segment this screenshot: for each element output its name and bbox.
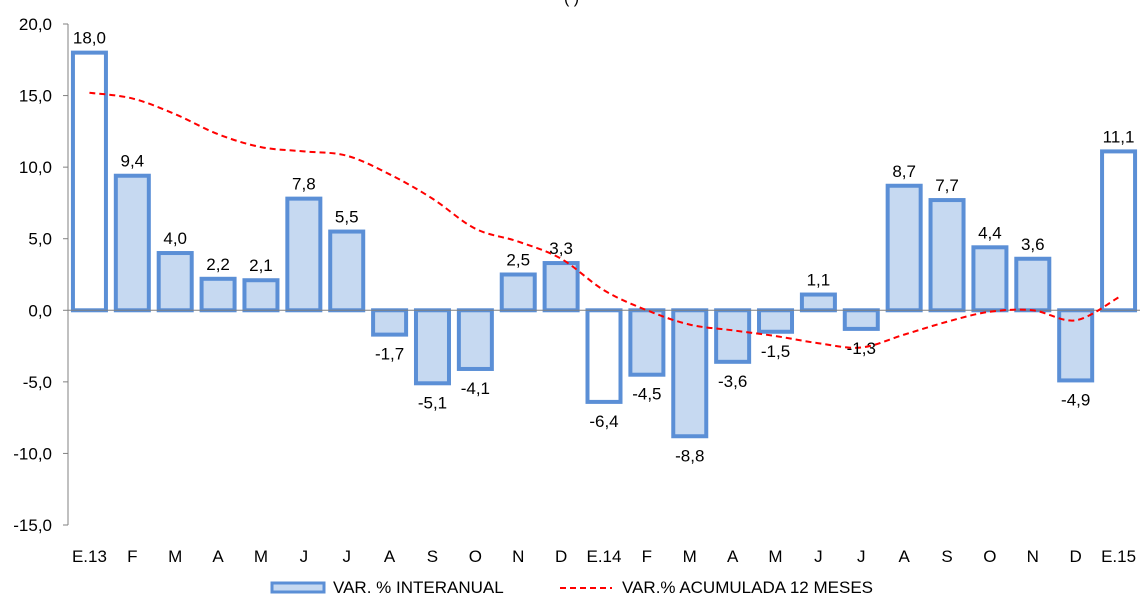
- x-tick-label: O: [469, 547, 482, 566]
- data-label-13: -4,5: [632, 385, 661, 404]
- bar-5: [287, 199, 320, 311]
- data-label-16: -1,5: [761, 342, 790, 361]
- bar-1: [116, 176, 149, 311]
- data-label-19: 8,7: [892, 162, 916, 181]
- x-tick-label: S: [941, 547, 952, 566]
- x-tick-label: S: [427, 547, 438, 566]
- data-label-23: -4,9: [1061, 390, 1090, 409]
- bar-0: [73, 53, 106, 311]
- x-tick-label: E.14: [587, 547, 622, 566]
- data-label-14: -8,8: [675, 446, 704, 465]
- bar-23: [1059, 310, 1092, 380]
- x-tick-label: E.15: [1101, 547, 1136, 566]
- bar-2: [159, 253, 192, 310]
- y-tick-label: 10,0: [19, 158, 52, 177]
- x-tick-label: A: [212, 547, 224, 566]
- y-tick-label: -15,0: [13, 516, 52, 535]
- data-label-8: -5,1: [418, 393, 447, 412]
- data-label-12: -6,4: [589, 412, 618, 431]
- data-label-3: 2,2: [206, 255, 230, 274]
- x-tick-label: F: [127, 547, 137, 566]
- x-tick-label: D: [1070, 547, 1082, 566]
- bar-11: [545, 263, 578, 310]
- bar-7: [373, 310, 406, 334]
- bar-series: [73, 53, 1135, 437]
- data-label-20: 7,7: [935, 176, 959, 195]
- bar-24: [1102, 151, 1135, 310]
- data-label-15: -3,6: [718, 372, 747, 391]
- bar-22: [1016, 259, 1049, 311]
- legend: VAR. % INTERANUAL VAR.% ACUMULADA 12 MESE…: [272, 578, 873, 597]
- data-label-10: 2,5: [506, 251, 530, 270]
- bar-12: [588, 310, 621, 402]
- y-tick-label: -5,0: [23, 373, 52, 392]
- x-tick-label: E.13: [72, 547, 107, 566]
- y-tick-label: 20,0: [19, 15, 52, 34]
- data-label-18: -1,3: [847, 339, 876, 358]
- data-label-21: 4,4: [978, 223, 1002, 242]
- x-tick-label: M: [254, 547, 268, 566]
- data-label-22: 3,6: [1021, 235, 1045, 254]
- bar-13: [630, 310, 663, 374]
- y-tick-label: 5,0: [28, 230, 52, 249]
- bar-14: [673, 310, 706, 436]
- x-tick-label: J: [857, 547, 866, 566]
- y-tick-label: 0,0: [28, 301, 52, 320]
- x-tick-label: J: [814, 547, 823, 566]
- legend-label-bars: VAR. % INTERANUAL: [333, 578, 504, 597]
- data-label-24: 11,1: [1103, 127, 1135, 146]
- data-label-4: 2,1: [249, 256, 273, 275]
- x-tick-label: A: [727, 547, 739, 566]
- legend-label-line: VAR.% ACUMULADA 12 MESES: [622, 578, 873, 597]
- bar-19: [888, 186, 921, 311]
- data-label-17: 1,1: [807, 271, 831, 290]
- data-label-5: 7,8: [292, 175, 316, 194]
- bar-21: [973, 247, 1006, 310]
- legend-bar-swatch: [272, 583, 324, 592]
- bar-6: [330, 232, 363, 311]
- data-label-2: 4,0: [163, 229, 187, 248]
- data-label-6: 5,5: [335, 208, 359, 227]
- x-tick-label: F: [642, 547, 652, 566]
- y-tick-label: 15,0: [19, 87, 52, 106]
- x-tick-label: D: [555, 547, 567, 566]
- bar-4: [244, 280, 277, 310]
- x-tick-label: M: [683, 547, 697, 566]
- y-tick-label: -10,0: [13, 444, 52, 463]
- bar-8: [416, 310, 449, 383]
- x-tick-label: N: [1027, 547, 1039, 566]
- bar-9: [459, 310, 492, 369]
- bar-10: [502, 275, 535, 311]
- data-label-7: -1,7: [375, 345, 404, 364]
- bar-18: [845, 310, 878, 329]
- x-tick-label: J: [342, 547, 351, 566]
- bar-16: [759, 310, 792, 331]
- x-tick-label: A: [898, 547, 910, 566]
- data-label-9: -4,1: [461, 379, 490, 398]
- bar-20: [931, 200, 964, 310]
- x-tick-label: O: [983, 547, 996, 566]
- x-tick-label: M: [768, 547, 782, 566]
- bar-3: [202, 279, 235, 310]
- bar-17: [802, 295, 835, 311]
- x-tick-label: J: [300, 547, 309, 566]
- x-tick-label: N: [512, 547, 524, 566]
- x-tick-label: A: [384, 547, 396, 566]
- data-label-0: 18,0: [73, 29, 106, 48]
- bar-15: [716, 310, 749, 362]
- data-label-11: 3,3: [549, 239, 573, 258]
- x-tick-label: M: [168, 547, 182, 566]
- data-label-1: 9,4: [120, 152, 144, 171]
